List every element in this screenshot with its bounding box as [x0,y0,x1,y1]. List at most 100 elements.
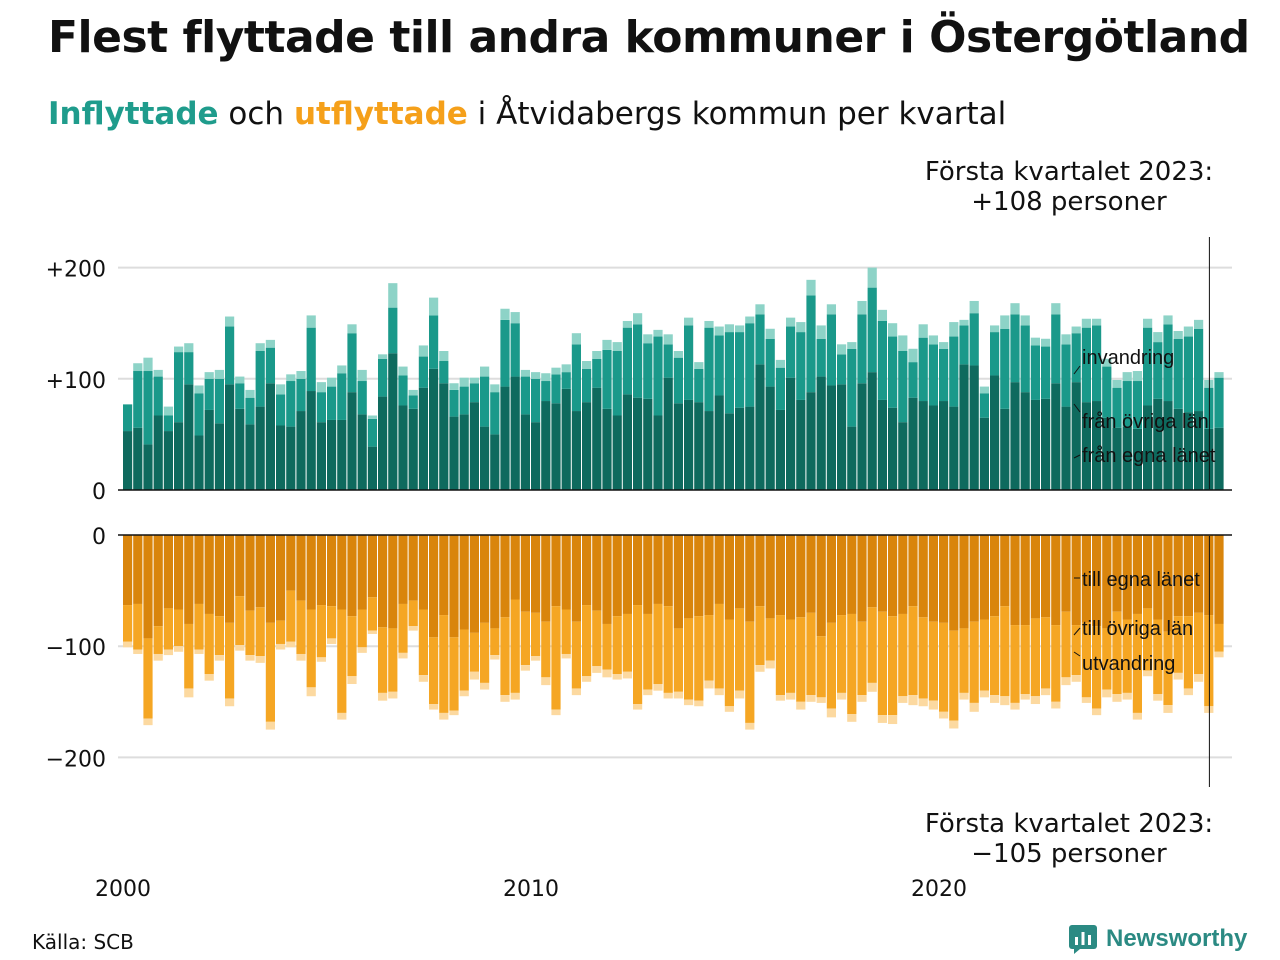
bar-utvandring [541,677,551,686]
bar-fran-ovriga-lan [1132,381,1142,429]
series-label-bottom: till övriga län [1082,618,1193,640]
bar-fran-ovriga-lan [1112,387,1122,428]
bar-invandring [959,319,969,326]
bar-till-egna-lanet [367,535,377,598]
top-annotation-line1: Första kvartalet 2023: [924,157,1214,187]
bar-till-egna-lanet [163,535,173,609]
bar-till-ovriga-lan [990,616,1000,696]
bar-fran-ovriga-lan [592,358,602,388]
bar-till-ovriga-lan [643,613,653,690]
bar-invandring [724,324,734,333]
bar-fran-ovriga-lan [826,314,836,386]
bar-till-ovriga-lan [684,618,694,700]
bar-invandring [1204,379,1214,388]
bar-till-ovriga-lan [1132,613,1142,713]
bar-utvandring [622,671,632,679]
bar-utvandring [847,714,857,722]
bar-fran-ovriga-lan [480,376,490,427]
y-tick-label-top: +100 [46,369,106,394]
bar-fran-egna-lanet [582,402,592,490]
chart-subtitle: Inflyttade och utflyttade i Åtvidabergs … [48,96,1006,132]
bar-invandring [602,339,612,350]
bar-till-ovriga-lan [429,637,439,705]
bar-till-egna-lanet [704,535,714,616]
bar-invandring [1163,315,1173,325]
bar-fran-ovriga-lan [418,356,428,388]
bar-invandring [969,300,979,314]
bar-fran-ovriga-lan [1143,327,1153,406]
bar-till-ovriga-lan [837,615,847,693]
top-annotation: Första kvartalet 2023: +108 personer [889,157,1249,217]
bar-fran-ovriga-lan [1214,377,1224,428]
bar-utvandring [367,630,377,634]
series-label-top: från övriga län [1082,411,1209,433]
bar-till-egna-lanet [214,535,224,617]
bar-fran-egna-lanet [510,376,520,490]
bar-till-egna-lanet [867,535,877,608]
bar-till-egna-lanet [786,535,796,620]
bar-till-egna-lanet [408,535,418,601]
bar-till-egna-lanet [204,535,214,614]
bar-till-ovriga-lan [418,609,428,676]
bar-till-ovriga-lan [612,616,622,674]
bar-invandring [918,324,928,338]
bar-fran-ovriga-lan [796,332,806,400]
bar-invandring [1081,318,1091,328]
bar-invandring [877,309,887,321]
y-tick-label-bottom: −100 [46,636,106,661]
bar-till-ovriga-lan [1030,618,1040,697]
bar-fran-egna-lanet [908,397,918,490]
bar-fran-egna-lanet [633,397,643,490]
bar-utvandring [296,653,306,661]
bar-fran-egna-lanet [816,376,826,490]
bar-invandring [990,325,1000,333]
bar-till-ovriga-lan [296,600,306,654]
bar-till-egna-lanet [1122,535,1132,620]
bar-till-ovriga-lan [316,605,326,658]
bar-fran-egna-lanet [918,401,928,490]
bar-invandring [1020,315,1030,326]
newsworthy-logo[interactable]: Newsworthy [1068,924,1247,954]
inflow-bars [123,267,1224,490]
bar-utvandring [724,706,734,712]
bar-utvandring [1183,688,1193,696]
bar-invandring [939,342,949,349]
bar-till-ovriga-lan [541,621,551,678]
bar-till-ovriga-lan [1214,623,1224,652]
bar-till-egna-lanet [765,535,775,619]
bar-till-egna-lanet [775,535,785,616]
bar-till-egna-lanet [806,535,816,613]
bar-utvandring [857,695,867,702]
bar-utvandring [959,692,969,700]
bar-fran-ovriga-lan [867,287,877,373]
bar-utvandring [888,715,898,725]
bar-till-ovriga-lan [1081,622,1091,698]
bar-fran-ovriga-lan [510,323,520,377]
bar-invandring [225,316,235,327]
bar-fran-egna-lanet [1081,402,1091,490]
bar-fran-egna-lanet [1041,398,1051,490]
bar-utvandring [633,704,643,710]
bar-utvandring [143,718,153,726]
bar-utvandring [347,676,357,685]
bar-till-ovriga-lan [1204,615,1214,707]
bar-till-egna-lanet [174,535,184,610]
bottom-annotation: Första kvartalet 2023: −105 personer [889,809,1249,869]
bar-till-ovriga-lan [898,613,908,697]
bar-utvandring [500,695,510,702]
bar-fran-egna-lanet [979,417,989,490]
bar-fran-egna-lanet [1051,383,1061,490]
bar-invandring [786,317,796,327]
bar-fran-ovriga-lan [1153,342,1163,399]
bar-fran-egna-lanet [786,377,796,490]
bar-invandring [245,389,255,398]
bar-fran-ovriga-lan [877,320,887,400]
y-tick-label-bottom: −200 [46,747,106,772]
bar-till-ovriga-lan [367,597,377,631]
bar-invandring [378,354,388,359]
bar-utvandring [745,722,755,730]
newsworthy-icon [1069,925,1097,954]
bar-till-ovriga-lan [918,617,928,699]
bar-fran-ovriga-lan [367,418,377,447]
bar-invandring [714,326,724,336]
